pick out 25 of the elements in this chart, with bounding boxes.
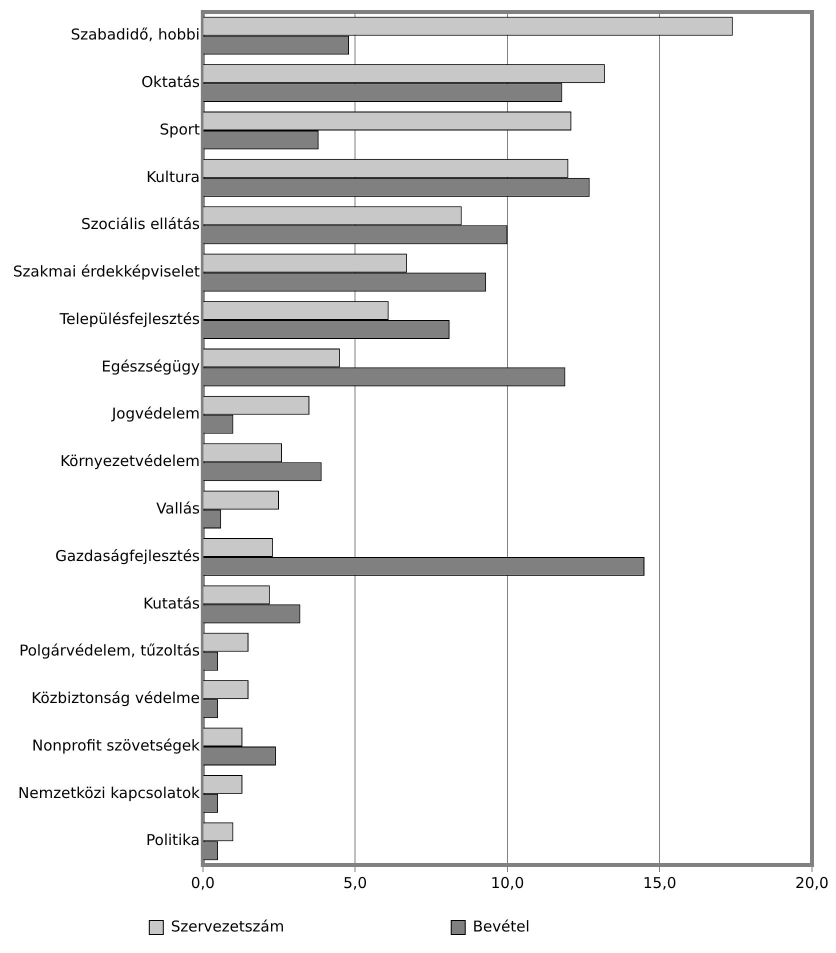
y-tick-label: Közbiztonság védelme <box>31 689 200 708</box>
y-tick-label: Kultura <box>146 168 200 186</box>
y-tick-label: Oktatás <box>141 72 200 91</box>
y-tick-label: Szabadidő, hobbi <box>70 26 200 44</box>
y-tick-label: Nonprofit szövetségek <box>32 736 200 754</box>
x-tick-label: 0,0 <box>190 874 215 892</box>
y-tick-label: Kutatás <box>143 594 200 612</box>
y-tick-label: Településfejlesztés <box>58 310 200 328</box>
y-tick-label: Polgárvédelem, tűzoltás <box>19 642 200 660</box>
x-tick-label: 5,0 <box>343 874 368 892</box>
x-tick-label: 15,0 <box>643 874 676 892</box>
y-tick-label: Sport <box>160 120 200 138</box>
x-tick-label: 20,0 <box>795 874 829 892</box>
x-tick-label: 10,0 <box>490 874 524 892</box>
y-tick-label: Nemzetközi kapcsolatok <box>18 784 200 802</box>
y-tick-label: Környezetvédelem <box>60 452 200 470</box>
y-tick-label: Jogvédelem <box>110 404 200 423</box>
y-tick-label: Vallás <box>156 499 200 518</box>
legend-label: Szervezetszám <box>170 917 428 936</box>
y-tick-label: Politika <box>146 831 200 850</box>
legend-label: Bevétel <box>472 917 673 936</box>
y-tick-label: Szociális ellátás <box>81 215 200 234</box>
y-tick-label: Szakmai érdekképviselet <box>12 262 200 281</box>
y-tick-label: Egészségügy <box>101 357 200 376</box>
y-tick-label: Gazdaságfejlesztés <box>55 546 200 565</box>
